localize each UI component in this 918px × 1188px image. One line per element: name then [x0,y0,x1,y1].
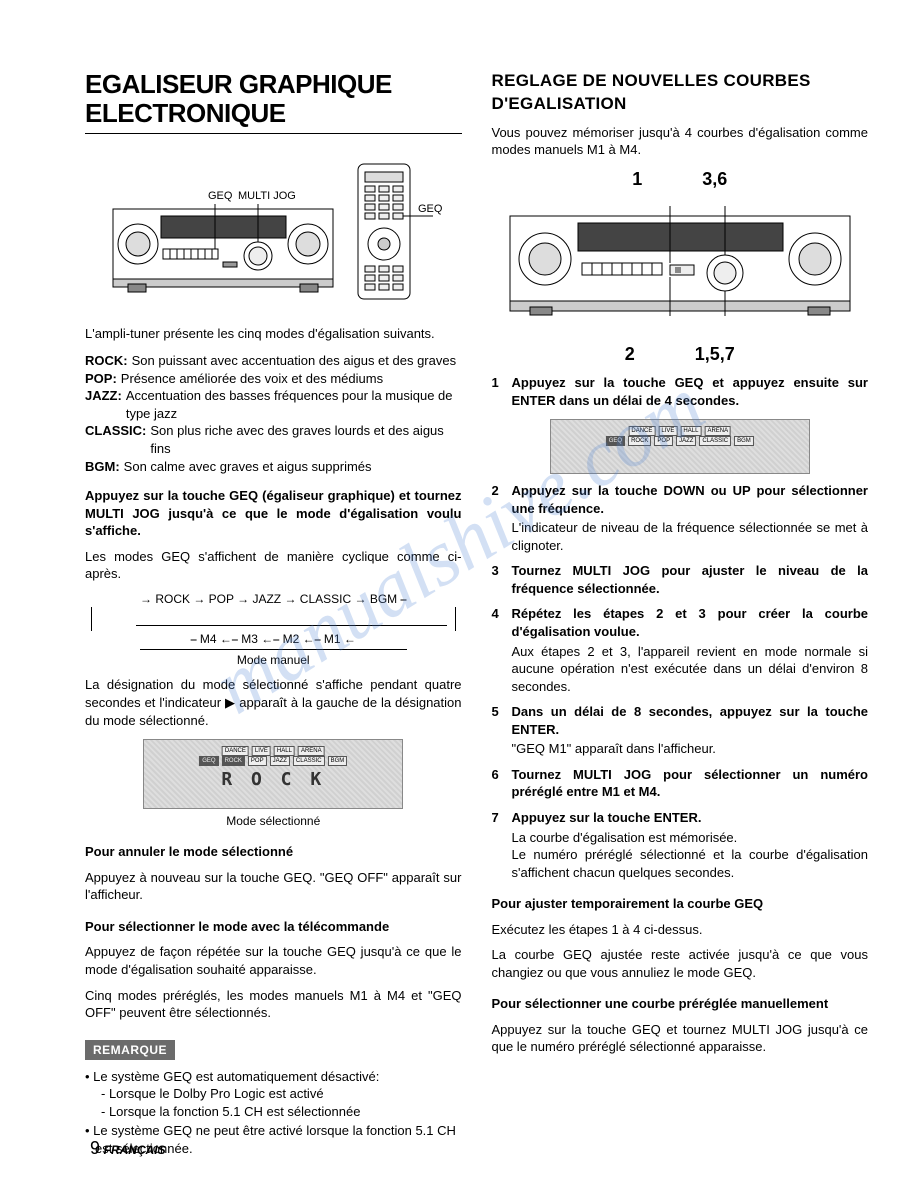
remark-1-sub1: - Lorsque le Dolby Pro Logic est activé [95,1085,462,1103]
mode-classic-key: CLASSIC: [85,422,146,440]
tag-arena: ARENA [298,746,325,756]
step-7-body: La courbe d'égalisation est mémorisée. L… [512,829,869,882]
adjust-temp-b1: Exécutez les étapes 1 à 4 ci-dessus. [492,921,869,939]
svg-text:MULTI JOG: MULTI JOG [238,190,296,202]
receiver-remote-diagram: GEQ MULTI JOG GEQ [85,154,462,309]
mode-jazz-key: JAZZ: [85,387,122,405]
cycle-diagram: → ROCK → POP → JAZZ → CLASSIC → BGM ⎯ ⎯ … [85,591,462,669]
manual-select-head: Pour sélectionner une courbe préréglée m… [492,995,869,1013]
cycle-row1: → ROCK → POP → JAZZ → CLASSIC → BGM ⎯ [85,591,462,607]
step-3: 3 Tournez MULTI JOG pour ajuster le nive… [492,562,869,597]
step-2-head: Appuyez sur la touche DOWN ou UP pour sé… [512,482,869,517]
mode-selected-caption: Mode sélectionné [85,813,462,829]
mode-rock-val: Son puissant avec accentuation des aigus… [132,352,457,370]
adjust-temp-head: Pour ajuster temporairement la courbe GE… [492,895,869,913]
receiver-diagram-right [492,201,869,326]
manual-select-body: Appuyez sur la touche GEQ et tournez MUL… [492,1021,869,1056]
remark-1: Le système GEQ est automatiquement désac… [85,1068,462,1121]
callout-157: 1,5,7 [695,342,735,366]
remote-heading: Pour sélectionner le mode avec la téléco… [85,918,462,936]
mode-bgm-key: BGM: [85,458,120,476]
left-column: EGALISEUR GRAPHIQUE ELECTRONIQUE [85,70,462,1160]
press-geq-heading: Appuyez sur la touche GEQ (égaliseur gra… [85,487,462,540]
step-6: 6 Tournez MULTI JOG pour sélectionner un… [492,766,869,801]
mode-rock-key: ROCK: [85,352,128,370]
callouts-bottom: 2 1,5,7 [492,342,869,366]
tag-geq: GEQ [199,756,218,766]
mode-classic-val: Son plus riche avec des graves lourds et… [150,422,461,457]
callout-2: 2 [625,342,635,366]
step-6-head: Tournez MULTI JOG pour sélectionner un n… [512,766,869,801]
adjust-temp-b2: La courbe GEQ ajustée reste activée jusq… [492,946,869,981]
small-display-panel: DANCE LIVE HALL ARENA GEQ ROCK POP JAZZ … [550,419,810,474]
step-7-head: Appuyez sur la touche ENTER. [512,809,869,827]
step-2: 2 Appuyez sur la touche DOWN ou UP pour … [492,482,869,554]
step-5: 5 Dans un délai de 8 secondes, appuyez s… [492,703,869,758]
step-4-head: Répétez les étapes 2 et 3 pour créer la … [512,605,869,640]
manual-mode-label: Mode manuel [85,652,462,668]
callout-36: 3,6 [702,167,727,191]
cycle-row2: ⎯ M4 ←⎯ M3 ←⎯ M2 ←⎯ M1 ← [85,631,462,647]
right-heading: REGLAGE DE NOUVELLES COURBES D'EGALISATI… [492,70,869,116]
tag-hall: HALL [274,746,295,756]
step-4: 4 Répétez les étapes 2 et 3 pour créer l… [492,605,869,695]
press-geq-body: Les modes GEQ s'affichent de manière cyc… [85,548,462,583]
remote-body-1: Appuyez de façon répétée sur la touche G… [85,943,462,978]
designation-text: La désignation du mode sélectionné s'aff… [85,676,462,729]
step-5-body: "GEQ M1" apparaît dans l'afficheur. [512,740,869,758]
page-language: FRANÇAIS [104,1143,166,1157]
step-1-head: Appuyez sur la touche GEQ et appuyez ens… [512,374,869,409]
step-2-body: L'indicateur de niveau de la fréquence s… [512,519,869,554]
tag-classic: CLASSIC [293,756,325,766]
callout-1: 1 [632,167,642,191]
cancel-body: Appuyez à nouveau sur la touche GEQ. "GE… [85,869,462,904]
display-rock-text: R O C K [221,768,325,792]
right-column: REGLAGE DE NOUVELLES COURBES D'EGALISATI… [492,70,869,1160]
mode-jazz-val: Accentuation des basses fréquences pour … [126,387,462,422]
display-panel: DANCE LIVE HALL ARENA GEQ ROCK POP JAZZ … [143,739,403,809]
remote-body-2: Cinq modes préréglés, les modes manuels … [85,987,462,1022]
eq-modes-list: ROCK:Son puissant avec accentuation des … [85,352,462,475]
main-heading: EGALISEUR GRAPHIQUE ELECTRONIQUE [85,70,462,134]
remark-1-sub2: - Lorsque la fonction 5.1 CH est sélecti… [95,1103,462,1121]
mode-pop-val: Présence améliorée des voix et des médiu… [121,370,383,388]
tag-pop: POP [248,756,267,766]
mode-bgm-val: Son calme avec graves et aigus supprimés [124,458,372,476]
page-number: 9 [90,1138,100,1158]
intro-text: L'ampli-tuner présente les cinq modes d'… [85,325,462,343]
step-3-head: Tournez MULTI JOG pour ajuster le niveau… [512,562,869,597]
remark-label: REMARQUE [85,1040,175,1060]
mode-pop-key: POP: [85,370,117,388]
tag-rock: ROCK [222,756,245,766]
tag-live: LIVE [252,746,271,756]
cancel-heading: Pour annuler le mode sélectionné [85,843,462,861]
tag-bgm: BGM [328,756,348,766]
step-4-body: Aux étapes 2 et 3, l'appareil revient en… [512,643,869,696]
svg-text:GEQ: GEQ [418,203,443,215]
step-1: 1 Appuyez sur la touche GEQ et appuyez e… [492,374,869,409]
step-7: 7 Appuyez sur la touche ENTER. La courbe… [492,809,869,881]
tag-dance: DANCE [222,746,249,756]
tag-jazz: JAZZ [270,756,290,766]
page-footer: 9 FRANÇAIS [90,1136,166,1160]
step-5-head: Dans un délai de 8 secondes, appuyez sur… [512,703,869,738]
svg-text:GEQ: GEQ [208,190,233,202]
callouts-top: 1 3,6 [492,167,869,191]
right-intro: Vous pouvez mémoriser jusqu'à 4 courbes … [492,124,869,159]
